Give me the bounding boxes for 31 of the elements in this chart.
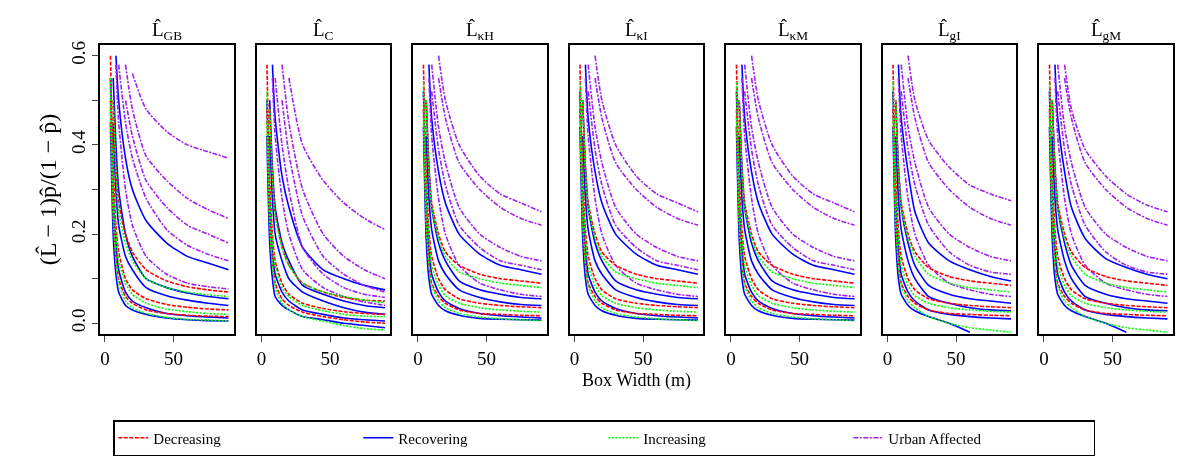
chart-title: L̂$_{κH}$: [466, 19, 495, 43]
chart-title: L̂$_{gI}$: [938, 19, 961, 43]
legend-label: Urban Affected: [888, 430, 982, 447]
x-tick-label: 0: [100, 347, 110, 369]
x-tick-label: 0: [413, 347, 423, 369]
y-axis-title: (L̂ − 1)p̂/(1 − p̂): [34, 113, 62, 266]
x-tick-label: 50: [164, 347, 184, 369]
x-tick-label: 0: [1039, 347, 1049, 369]
chart-title: L̂$_{C}$: [313, 19, 334, 43]
x-tick-label: 0: [256, 347, 267, 369]
x-tick-label: 50: [633, 347, 653, 369]
legend-label: Decreasing: [153, 430, 222, 447]
x-tick-label: 50: [477, 347, 497, 369]
x-tick-label: 0: [726, 347, 736, 369]
x-axis-title: Box Width (m): [582, 370, 691, 392]
x-tick-label: 50: [1103, 347, 1123, 369]
y-tick-label: 0.4: [67, 129, 89, 154]
y-tick-label: 0.0: [67, 308, 89, 333]
chart-title: L̂$_{κI}$: [625, 19, 648, 43]
chart-title: L̂$_{GB}$: [152, 19, 183, 43]
chart-title: L̂$_{gM}$: [1091, 19, 1122, 43]
y-tick-label: 0.6: [67, 40, 89, 65]
x-tick-label: 50: [790, 347, 810, 369]
legend-label: Recovering: [398, 430, 468, 447]
x-tick-label: 0: [569, 347, 580, 369]
y-tick-label: 0.2: [67, 219, 89, 244]
x-tick-label: 0: [882, 347, 893, 369]
chart-title: L̂$_{κM}$: [778, 19, 809, 43]
x-tick-label: 50: [946, 347, 966, 369]
x-tick-label: 50: [320, 347, 340, 369]
legend-label: Increasing: [643, 430, 707, 447]
